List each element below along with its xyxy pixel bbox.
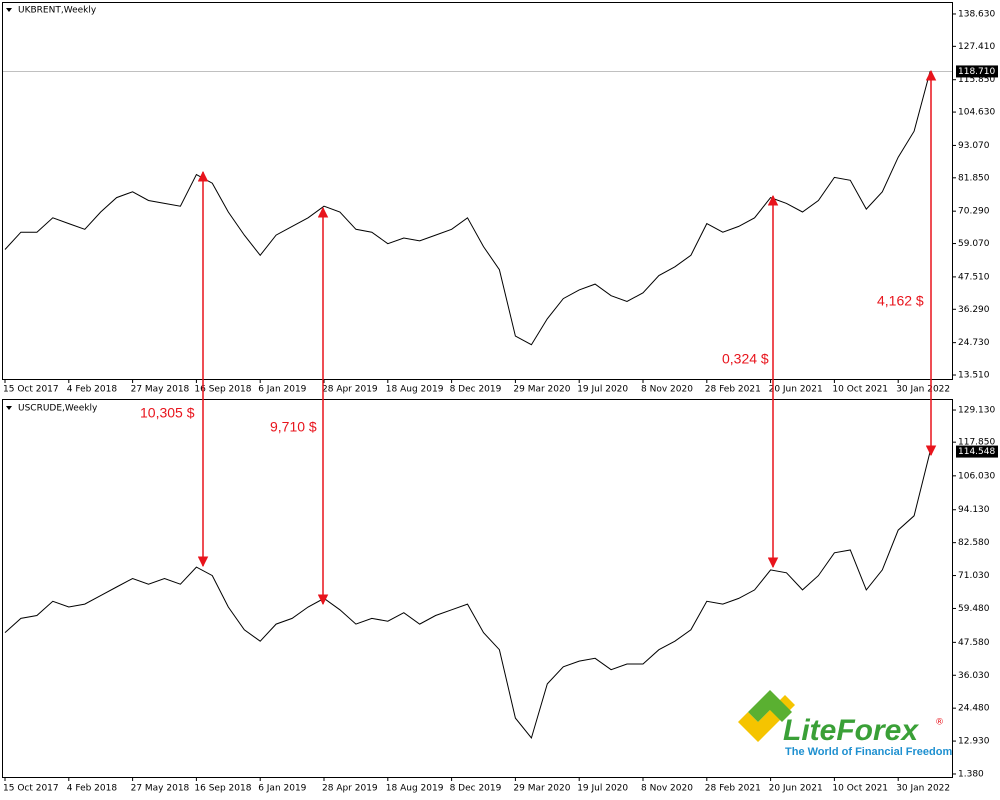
y-tick-label: 13.510 (958, 371, 990, 381)
pane-frame (2, 2, 953, 380)
x-tick-label: 19 Jul 2020 (577, 784, 628, 794)
y-tick-label: 24.480 (958, 704, 990, 714)
x-tick-label: 6 Jan 2019 (258, 784, 306, 794)
pane-title: UKBRENT,Weekly (18, 6, 97, 16)
y-tick-label: 47.510 (958, 272, 990, 282)
annotation: 0,324 $ (722, 351, 769, 367)
x-tick-label: 28 Feb 2021 (705, 784, 761, 794)
x-tick-label: 4 Feb 2018 (67, 385, 118, 395)
y-tick-label: 70.290 (958, 207, 990, 217)
x-tick-label: 19 Jul 2020 (577, 385, 628, 395)
x-tick-label: 28 Apr 2019 (322, 385, 378, 395)
x-tick-label: 10 Oct 2021 (832, 784, 888, 794)
arrows (197, 69, 937, 606)
y-tick-label: 104.630 (958, 108, 995, 118)
y-tick-label: 106.030 (958, 471, 995, 481)
y-tick-label: 59.480 (958, 604, 990, 614)
y-tick-label: 81.850 (958, 173, 990, 183)
y-tick-label: 129.130 (958, 406, 995, 416)
x-tick-label: 16 Sep 2018 (194, 784, 251, 794)
annotation: 4,162 $ (877, 293, 924, 309)
x-tick-label: 8 Dec 2019 (450, 385, 502, 395)
x-tick-label: 20 Jun 2021 (769, 385, 823, 395)
y-tick-label: 115.850 (958, 75, 995, 85)
last-price-label: 118.710 (958, 67, 995, 77)
x-tick-label: 16 Sep 2018 (194, 385, 251, 395)
y-tick-label: 36.030 (958, 671, 990, 681)
annotation: 10,305 $ (140, 405, 195, 421)
y-tick-label: 1.380 (958, 769, 984, 779)
pane-menu-icon[interactable] (6, 8, 12, 12)
x-tick-label: 27 May 2018 (131, 784, 190, 794)
y-tick-label: 93.070 (958, 141, 990, 151)
x-tick-label: 10 Oct 2021 (832, 385, 888, 395)
x-tick-label: 8 Nov 2020 (641, 784, 693, 794)
annotation: 9,710 $ (270, 419, 317, 435)
x-tick-label: 20 Jun 2021 (769, 784, 823, 794)
y-tick-label: 36.290 (958, 305, 990, 315)
logo-mark (748, 690, 792, 722)
pane-title: USCRUDE,Weekly (18, 404, 98, 414)
x-tick-label: 18 Aug 2019 (386, 385, 444, 395)
logo-name: LiteForex (783, 714, 919, 747)
x-tick-label: 15 Oct 2017 (3, 784, 59, 794)
x-tick-label: 4 Feb 2018 (67, 784, 118, 794)
x-tick-label: 29 Mar 2020 (513, 385, 570, 395)
x-tick-label: 29 Mar 2020 (513, 784, 570, 794)
pane-menu-icon[interactable] (6, 406, 12, 410)
y-tick-label: 117.850 (958, 438, 995, 448)
logo-tagline: The World of Financial Freedom (785, 746, 952, 758)
x-tick-label: 27 May 2018 (131, 385, 190, 395)
y-tick-label: 138.630 (958, 9, 995, 19)
x-tick-label: 8 Dec 2019 (450, 784, 502, 794)
price-line (4, 451, 931, 740)
logo-registered: ® (935, 718, 944, 728)
y-tick-label: 24.730 (958, 338, 990, 348)
y-tick-label: 71.030 (958, 571, 990, 581)
x-tick-label: 18 Aug 2019 (386, 784, 444, 794)
x-tick-label: 6 Jan 2019 (258, 385, 306, 395)
last-price-label: 114.548 (958, 447, 995, 457)
x-tick-label: 8 Nov 2020 (641, 385, 693, 395)
logo: LiteForex ® The World of Financial Freed… (738, 690, 952, 758)
y-tick-label: 127.410 (958, 42, 995, 52)
y-tick-label: 94.130 (958, 505, 990, 515)
last-price-box (956, 445, 998, 458)
x-tick-label: 30 Jan 2022 (896, 385, 950, 395)
y-tick-label: 47.580 (958, 638, 990, 648)
pane-frame (2, 399, 953, 778)
y-tick-label: 12.930 (958, 737, 990, 747)
x-tick-label: 28 Feb 2021 (705, 385, 761, 395)
x-tick-label: 15 Oct 2017 (3, 385, 59, 395)
last-price-box (956, 65, 998, 78)
y-tick-label: 82.580 (958, 538, 990, 548)
y-tick-label: 59.070 (958, 239, 990, 249)
x-tick-label: 30 Jan 2022 (896, 784, 950, 794)
x-tick-label: 28 Apr 2019 (322, 784, 378, 794)
